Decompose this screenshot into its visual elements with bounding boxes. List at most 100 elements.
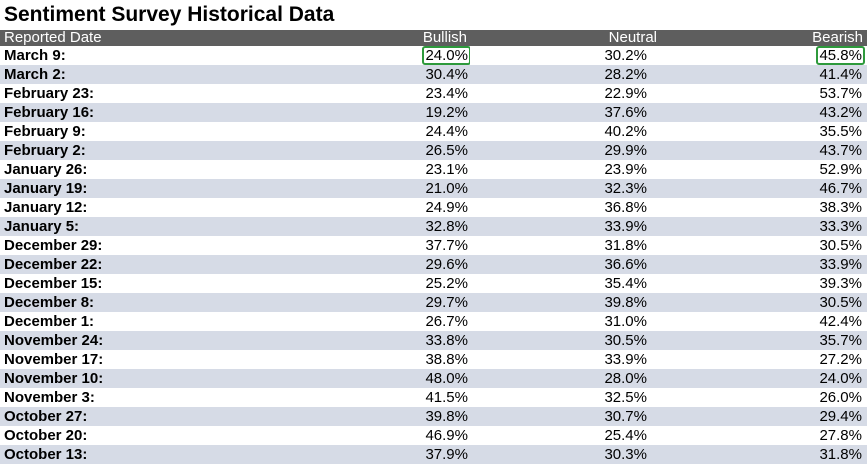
percentage-value: 35.7%	[819, 332, 862, 349]
percentage-value: 26.0%	[819, 389, 862, 406]
reported-date-cell: November 17:	[4, 351, 104, 368]
bearish-cell: 24.0%	[700, 369, 867, 388]
neutral-cell: 22.9%	[470, 84, 700, 103]
reported-date-cell: March 2:	[4, 66, 66, 83]
percentage-value: 21.0%	[425, 180, 468, 197]
table-row: January 5: 32.8% 33.9% 33.3%	[0, 217, 867, 236]
percentage-value: 39.8%	[604, 294, 647, 311]
table-row: March 2: 30.4% 28.2% 41.4%	[0, 65, 867, 84]
percentage-value: 27.8%	[819, 427, 862, 444]
table-body: March 9: 24.0% 30.2% 45.8% March 2: 30.4% 28.2…	[0, 46, 867, 464]
table-row: February 23: 23.4% 22.9% 53.7%	[0, 84, 867, 103]
percentage-value: 37.6%	[604, 104, 647, 121]
percentage-value: 43.7%	[819, 142, 862, 159]
percentage-value: 33.8%	[425, 332, 468, 349]
percentage-value: 39.8%	[425, 408, 468, 425]
table-row: March 9: 24.0% 30.2% 45.8%	[0, 46, 867, 65]
table-row: October 20: 46.9% 25.4% 27.8%	[0, 426, 867, 445]
percentage-value: 19.2%	[425, 104, 468, 121]
bullish-cell: 26.5%	[300, 141, 470, 160]
neutral-cell: 40.2%	[470, 122, 700, 141]
bullish-cell: 29.7%	[300, 293, 470, 312]
bullish-cell: 29.6%	[300, 255, 470, 274]
reported-date-cell: January 26:	[4, 161, 88, 178]
table-row: December 29: 37.7% 31.8% 30.5%	[0, 236, 867, 255]
table-row: December 8: 29.7% 39.8% 30.5%	[0, 293, 867, 312]
neutral-cell: 30.3%	[470, 445, 700, 464]
highlighted-value: 24.0%	[422, 46, 470, 65]
percentage-value: 28.0%	[604, 370, 647, 387]
bullish-cell: 39.8%	[300, 407, 470, 426]
column-header-neutral: Neutral	[608, 30, 657, 46]
percentage-value: 23.1%	[425, 161, 468, 178]
reported-date-cell: February 23:	[4, 85, 95, 102]
bearish-cell: 35.7%	[700, 331, 867, 350]
bearish-cell: 53.7%	[700, 84, 867, 103]
percentage-value: 30.4%	[425, 66, 468, 83]
percentage-value: 43.2%	[819, 104, 862, 121]
reported-date-cell: February 9:	[4, 123, 86, 140]
percentage-value: 30.7%	[604, 408, 647, 425]
neutral-cell: 33.9%	[470, 217, 700, 236]
percentage-value: 40.2%	[604, 123, 647, 140]
reported-date-cell: October 27:	[4, 408, 88, 425]
percentage-value: 29.7%	[425, 294, 468, 311]
table-row: November 10: 48.0% 28.0% 24.0%	[0, 369, 867, 388]
percentage-value: 27.2%	[819, 351, 862, 368]
neutral-cell: 29.9%	[470, 141, 700, 160]
table-row: December 15: 25.2% 35.4% 39.3%	[0, 274, 867, 293]
reported-date-cell: December 8:	[4, 294, 95, 311]
percentage-value: 37.7%	[425, 237, 468, 254]
percentage-value: 42.4%	[819, 313, 862, 330]
neutral-cell: 28.2%	[470, 65, 700, 84]
reported-date-cell: February 16:	[4, 104, 95, 121]
percentage-value: 29.9%	[604, 142, 647, 159]
neutral-cell: 30.5%	[470, 331, 700, 350]
reported-date-cell: November 3:	[4, 389, 95, 406]
neutral-cell: 33.9%	[470, 350, 700, 369]
table-row: November 3: 41.5% 32.5% 26.0%	[0, 388, 867, 407]
table-row: January 12: 24.9% 36.8% 38.3%	[0, 198, 867, 217]
bearish-cell: 35.5%	[700, 122, 867, 141]
percentage-value: 46.9%	[425, 427, 468, 444]
table-row: November 24: 33.8% 30.5% 35.7%	[0, 331, 867, 350]
sentiment-table: Reported Date Bullish Neutral Bearish Ma…	[0, 30, 867, 464]
percentage-value: 30.2%	[604, 47, 647, 64]
bullish-cell: 30.4%	[300, 65, 470, 84]
neutral-cell: 32.3%	[470, 179, 700, 198]
percentage-value: 23.4%	[425, 85, 468, 102]
percentage-value: 25.2%	[425, 275, 468, 292]
percentage-value: 33.9%	[604, 218, 647, 235]
bullish-cell: 24.0%	[300, 46, 470, 65]
percentage-value: 32.3%	[604, 180, 647, 197]
bullish-cell: 33.8%	[300, 331, 470, 350]
bearish-cell: 43.2%	[700, 103, 867, 122]
percentage-value: 24.9%	[425, 199, 468, 216]
percentage-value: 33.9%	[604, 351, 647, 368]
percentage-value: 53.7%	[819, 85, 862, 102]
percentage-value: 39.3%	[819, 275, 862, 292]
percentage-value: 46.7%	[819, 180, 862, 197]
bearish-cell: 27.2%	[700, 350, 867, 369]
percentage-value: 32.8%	[425, 218, 468, 235]
reported-date-cell: November 24:	[4, 332, 104, 349]
reported-date-cell: March 9:	[4, 47, 66, 64]
table-header-row: Reported Date Bullish Neutral Bearish	[0, 30, 867, 46]
percentage-value: 25.4%	[604, 427, 647, 444]
table-row: December 1: 26.7% 31.0% 42.4%	[0, 312, 867, 331]
highlighted-value: 45.8%	[816, 46, 865, 65]
bearish-cell: 26.0%	[700, 388, 867, 407]
bearish-cell: 41.4%	[700, 65, 867, 84]
bearish-cell: 52.9%	[700, 160, 867, 179]
neutral-cell: 32.5%	[470, 388, 700, 407]
reported-date-cell: December 29:	[4, 237, 103, 254]
table-row: January 19: 21.0% 32.3% 46.7%	[0, 179, 867, 198]
bearish-cell: 39.3%	[700, 274, 867, 293]
reported-date-cell: February 2:	[4, 142, 86, 159]
percentage-value: 52.9%	[819, 161, 862, 178]
neutral-cell: 25.4%	[470, 426, 700, 445]
percentage-value: 30.5%	[819, 294, 862, 311]
percentage-value: 31.8%	[819, 446, 862, 463]
table-row: November 17: 38.8% 33.9% 27.2%	[0, 350, 867, 369]
percentage-value: 28.2%	[604, 66, 647, 83]
